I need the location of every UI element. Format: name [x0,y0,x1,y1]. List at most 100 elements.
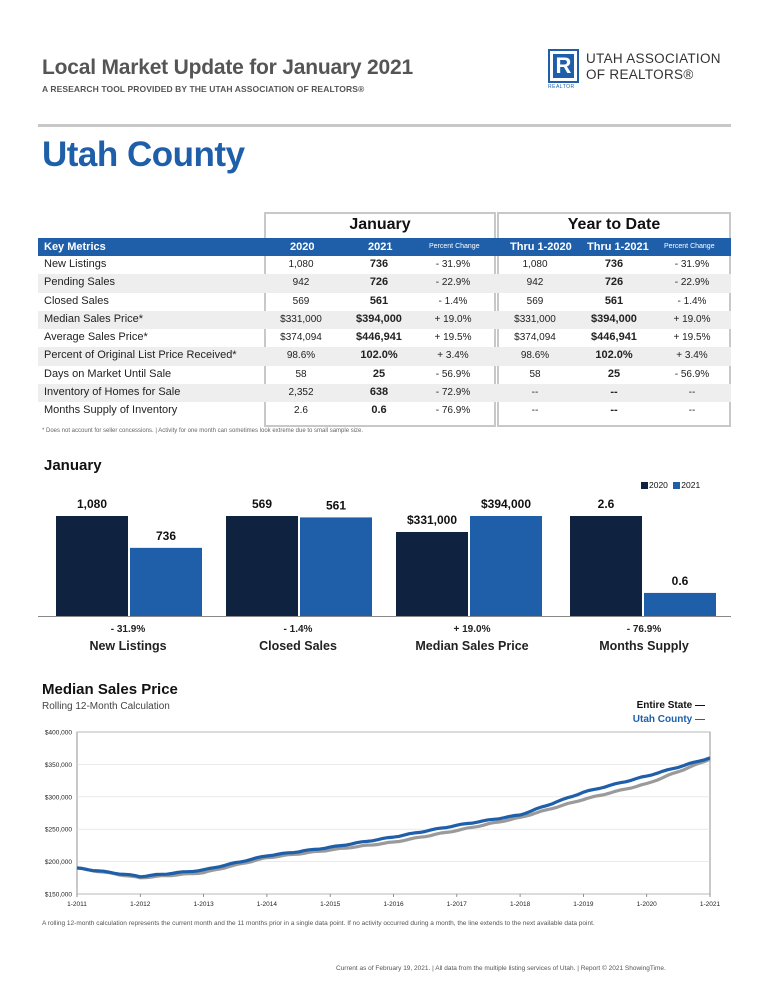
cell-v2021: 736 [369,258,389,270]
metric-label: Closed Sales [44,294,109,307]
table-row: Pending Sales 942 726 - 22.9% 942 726 - 22.9% [38,274,731,293]
cell-y2021: 25 [607,367,621,380]
cell-y2021: $446,941 [591,331,637,344]
table-row: Median Sales Price* $331,000 $394,000 + 19.… [38,310,731,330]
bar-value-label: 561 [326,498,346,512]
x-tick-label: 1-2021 [700,901,721,908]
cell-v2020: $374,094 [280,332,322,344]
cell-v2021: $394,000 [356,312,402,325]
bar-value-label: 0.6 [672,574,689,588]
bar-value-label: $331,000 [407,513,457,527]
metric-label: Average Sales Price* [44,331,148,344]
cell-ypct: - 1.4% [677,295,707,307]
cell-y2020: 1,080 [522,259,548,270]
bar-percent-change: + 19.0% [453,624,491,635]
cell-y2020: $331,000 [514,313,556,325]
line-chart-subtitle: Rolling 12-Month Calculation [42,701,170,712]
bar-chart-legend: 2020 2021 [641,480,700,490]
realtor-r-icon: R [548,49,579,83]
x-tick-label: 1-2014 [257,901,278,908]
table-header-row: Key Metrics 2020 2021 Percent Change Thr… [38,238,731,256]
legend-2020-swatch [641,482,648,490]
x-tick-label: 1-2018 [510,901,531,908]
x-tick-label: 1-2011 [67,901,87,908]
table-row: Months Supply of Inventory 2.6 0.6 - 76.9% -… [38,402,731,420]
logo-text-line2: OF REALTORS® [586,67,694,82]
col-thru-2020: Thru 1-2020 [510,241,572,253]
cell-v2020: 2.6 [294,405,308,417]
y-tick-label: $250,000 [45,827,72,834]
bar-2020-3 [570,516,642,616]
table-row: Average Sales Price* $374,094 $446,941 + 19… [38,329,731,347]
cell-pct: - 1.4% [438,295,468,307]
january-group-header: January [349,216,411,233]
cell-y2020: -- [531,387,539,399]
cell-y2020: 569 [526,295,544,307]
bar-category-label: Median Sales Price [415,639,529,653]
cell-pct: - 22.9% [435,277,471,289]
bar-percent-change: - 1.4% [283,624,313,635]
cell-ypct: -- [688,405,696,417]
cell-pct: + 19.0% [434,313,472,325]
cell-v2021: 561 [369,294,389,307]
y-tick-label: $300,000 [45,794,72,801]
y-tick-label: $150,000 [45,892,72,899]
cell-v2021: 102.0% [360,349,398,362]
bar-value-label: 1,080 [77,497,107,511]
y-tick-label: $200,000 [45,859,72,866]
col-thru-2021: Thru 1-2021 [587,241,649,253]
bar-2020-0 [56,516,128,616]
region-title: Utah County [42,135,245,174]
page-title: Local Market Update for January 2021 [42,56,413,79]
logo-sub-text: REALTOR [548,84,575,90]
cell-y2021: $394,000 [591,312,637,325]
metric-label: Median Sales Price* [44,312,144,325]
metric-label: Percent of Original List Price Received* [44,349,237,362]
bar-category-label: Months Supply [599,639,689,653]
cell-v2020: 569 [292,295,310,307]
page-subtitle: A RESEARCH TOOL PROVIDED BY THE UTAH ASS… [42,84,365,94]
table-row: Days on Market Until Sale 58 25 - 56.9% 58 25… [38,366,731,384]
table-footnote: * Does not account for seller concession… [42,428,364,434]
cell-pct: - 56.9% [435,368,471,380]
table-body: New Listings 1,080 736 - 31.9% 1,080 736 - 31.… [38,256,731,421]
cell-ypct: + 3.4% [676,350,708,362]
col-percent-change: Percent Change [429,243,480,250]
table-row: Percent of Original List Price Received*… [38,347,731,366]
cell-y2021: 736 [604,258,624,270]
cell-y2020: 98.6% [520,350,550,362]
metric-label: New Listings [44,258,107,270]
cell-pct: + 19.5% [434,332,472,344]
cell-y2021: 102.0% [595,349,633,362]
col-ytd-percent-change: Percent Change [664,243,715,250]
cell-y2021: -- [610,386,618,399]
x-tick-label: 1-2012 [130,901,151,908]
bar-value-label: 569 [252,497,272,511]
line-chart-frame [76,731,711,895]
x-tick-label: 1-2016 [383,901,404,908]
y-tick-label: $400,000 [45,730,72,737]
table-row: Closed Sales 569 561 - 1.4% 569 561 - 1.4% [38,293,731,311]
table-row: Inventory of Homes for Sale 2,352 638 - 72.… [38,384,731,403]
cell-v2020: 58 [295,368,307,380]
cell-pct: + 3.4% [437,350,469,362]
cell-v2020: 1,080 [288,259,314,270]
cell-ypct: + 19.5% [673,332,711,344]
y-tick-label: $350,000 [45,762,72,769]
bar-chart-title: January [44,457,102,474]
cell-y2020: $374,094 [514,332,556,344]
cell-v2021: $446,941 [356,331,402,344]
cell-pct: - 76.9% [435,405,471,417]
legend-entire-state: Entire State — [636,700,705,711]
legend-utah-county: Utah County — [632,714,705,725]
cell-v2021: 726 [369,276,389,289]
cell-ypct: - 31.9% [674,259,710,270]
x-tick-label: 1-2017 [447,901,468,908]
cell-y2021: 726 [604,276,624,289]
header-divider [38,124,731,127]
x-tick-label: 1-2013 [193,901,214,908]
bar-2021-2 [470,516,542,616]
logo-text-line1: UTAH ASSOCIATION [586,51,721,66]
series-line-0 [76,757,711,880]
cell-y2021: -- [610,404,618,417]
